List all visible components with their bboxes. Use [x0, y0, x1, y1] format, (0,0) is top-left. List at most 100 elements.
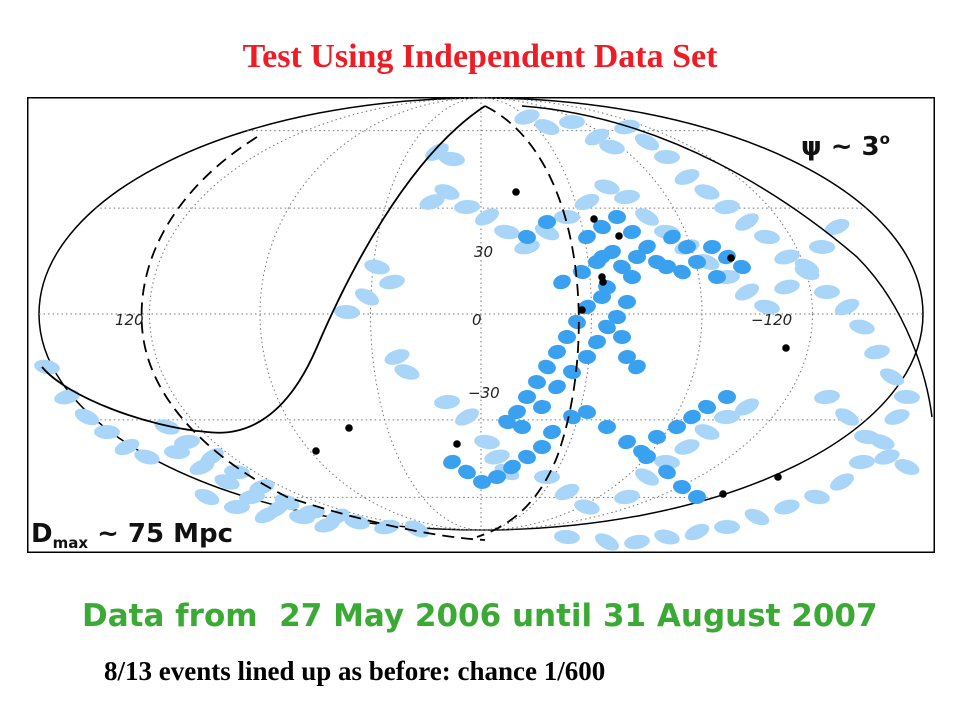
mid-blue-region	[538, 214, 556, 230]
light-blue-region	[634, 133, 660, 151]
light-blue-region	[714, 199, 740, 215]
light-blue-region	[554, 483, 580, 501]
light-blue-region	[494, 224, 520, 240]
light-blue-region	[879, 368, 905, 386]
mid-blue-region	[458, 464, 476, 480]
mid-blue-region	[498, 414, 516, 430]
light-blue-region	[614, 489, 640, 505]
mid-blue-regions	[443, 209, 751, 505]
light-blue-region	[635, 208, 659, 226]
light-blue-region	[534, 223, 560, 241]
light-blue-region	[94, 424, 120, 440]
mid-blue-region	[648, 429, 666, 445]
mid-blue-region	[618, 294, 636, 310]
mid-blue-region	[598, 419, 616, 435]
light-blue-region	[514, 109, 540, 125]
light-blue-region	[824, 218, 850, 236]
light-blue-region	[849, 454, 875, 470]
lon-tick-120: 120	[115, 311, 144, 329]
light-blue-region	[864, 344, 890, 360]
mid-blue-region	[558, 329, 576, 345]
mid-blue-region	[623, 224, 641, 240]
light-blue-region	[54, 389, 80, 405]
mid-blue-region	[688, 489, 706, 505]
mid-blue-region	[508, 404, 526, 420]
mid-blue-region	[638, 239, 656, 255]
event-marker	[578, 306, 586, 314]
light-blue-region	[835, 408, 859, 426]
light-blue-region	[224, 499, 250, 515]
light-blue-region	[114, 438, 140, 456]
mid-blue-region	[513, 419, 531, 435]
light-blue-region	[734, 398, 760, 416]
mid-blue-region	[548, 379, 566, 395]
mid-blue-region	[673, 479, 691, 495]
light-blue-region	[754, 299, 780, 315]
light-blue-region	[419, 194, 445, 210]
light-blue-region	[574, 499, 600, 515]
mid-blue-region	[698, 399, 716, 415]
event-marker	[312, 447, 320, 455]
light-blue-region	[694, 184, 720, 200]
meridian-line	[370, 97, 592, 531]
light-blue-region	[289, 509, 315, 525]
light-blue-region	[744, 508, 770, 526]
mid-blue-region	[488, 469, 506, 485]
light-blue-region	[814, 389, 840, 405]
event-markers	[312, 188, 790, 498]
light-blue-region	[595, 533, 619, 551]
sky-map: 120 0 −120 30 −30 ψ ~ 3o Dmax ~ 75 Mpc	[27, 97, 935, 553]
mid-blue-region	[518, 389, 536, 405]
lat-tick-30: 30	[474, 243, 493, 261]
mid-blue-region	[608, 309, 626, 325]
mid-blue-region	[733, 259, 751, 275]
solid-boundary-curve	[521, 105, 933, 418]
light-blue-region	[714, 409, 740, 425]
light-blue-region	[404, 520, 430, 538]
light-blue-region	[474, 434, 500, 450]
light-blue-region	[804, 489, 830, 505]
light-blue-region	[849, 319, 875, 335]
mid-blue-region	[578, 404, 596, 420]
mid-blue-region	[593, 219, 611, 235]
mid-blue-region	[608, 209, 626, 225]
light-blue-region	[774, 279, 800, 295]
dashed-boundary-curve	[476, 105, 580, 538]
lon-tick-0: 0	[472, 311, 482, 329]
light-blue-region	[534, 118, 560, 136]
event-marker	[719, 490, 727, 498]
mid-blue-region	[548, 344, 566, 360]
events-summary-line: 8/13 events lined up as before: chance 1…	[104, 656, 606, 686]
mid-blue-region	[533, 439, 551, 455]
mid-blue-region	[618, 434, 636, 450]
event-marker	[727, 254, 735, 262]
mid-blue-region	[503, 459, 521, 475]
mid-blue-region	[683, 409, 701, 425]
light-blue-region	[484, 449, 510, 465]
mid-blue-region	[718, 390, 736, 404]
light-blue-region	[134, 449, 160, 465]
data-period-line: Data from 27 May 2006 until 31 August 20…	[82, 598, 878, 634]
mid-blue-region	[613, 329, 631, 345]
mid-blue-region	[533, 399, 551, 415]
light-blue-region	[164, 444, 190, 460]
light-blue-region	[434, 394, 460, 410]
mid-blue-region	[703, 239, 721, 255]
light-blue-region	[614, 119, 640, 135]
mid-blue-region	[623, 269, 641, 285]
light-blue-regions	[34, 109, 920, 551]
mid-blue-region	[593, 249, 611, 265]
mid-blue-region	[543, 424, 561, 440]
light-blue-region	[654, 529, 680, 545]
light-blue-region	[334, 304, 360, 320]
mid-blue-region	[708, 269, 726, 285]
event-marker	[615, 232, 623, 240]
event-marker	[590, 215, 598, 223]
solid-boundary-curve	[41, 105, 486, 434]
light-blue-region	[554, 209, 580, 225]
light-blue-region	[224, 464, 250, 480]
light-blue-region	[379, 274, 405, 290]
light-blue-region	[254, 506, 280, 524]
coordinate-grid	[38, 97, 924, 531]
light-blue-region	[439, 151, 465, 167]
